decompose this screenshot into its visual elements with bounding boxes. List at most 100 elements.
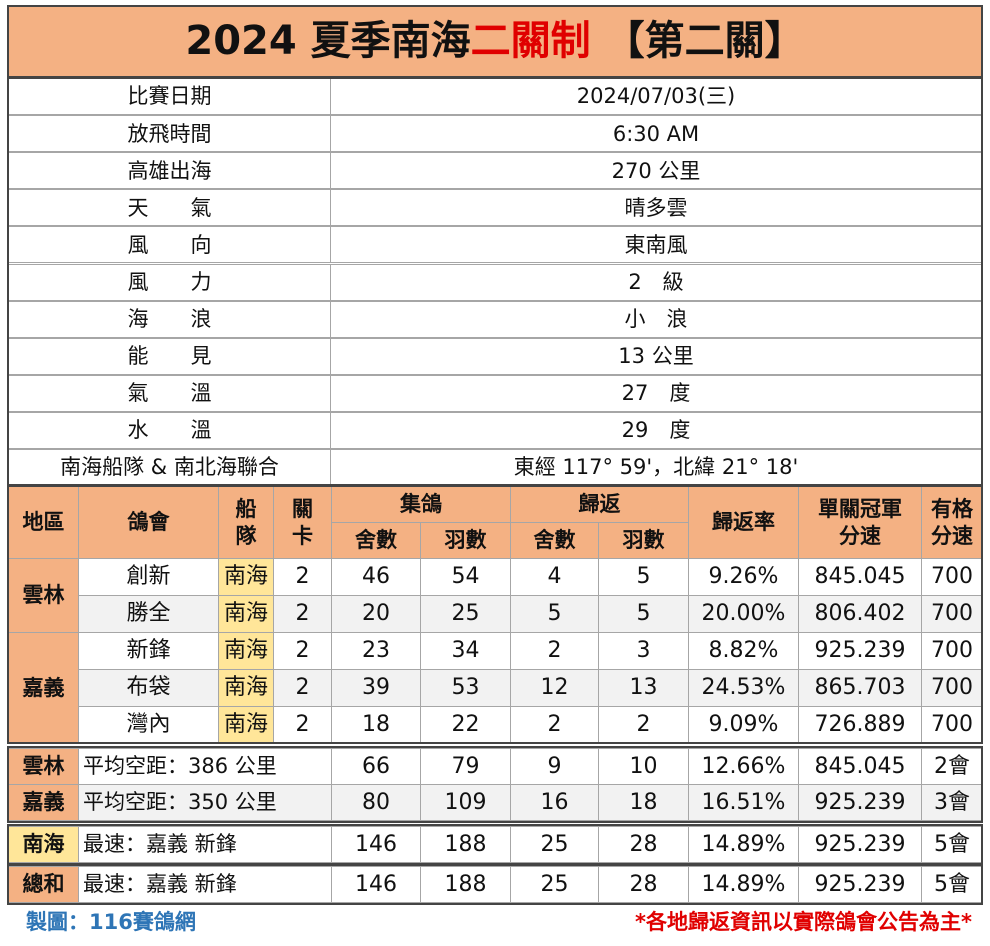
data-cell: 2	[273, 669, 332, 707]
summary-cell: 28	[598, 826, 689, 863]
region-cell: 嘉義	[8, 632, 79, 744]
summary-cell: 925.239	[798, 866, 922, 903]
summary-cell: 925.239	[798, 826, 922, 863]
data-cell: 9.26%	[688, 558, 799, 596]
summary-cell: 146	[331, 866, 421, 903]
summary-cell: 845.045	[798, 748, 922, 785]
info-label: 比賽日期	[8, 78, 331, 116]
info-value: 29 度	[330, 411, 982, 449]
info-value: 2024/07/03(三)	[330, 78, 982, 116]
summary-cell: 2會	[921, 748, 983, 785]
summary-cell: 16.51%	[688, 784, 799, 821]
data-cell: 925.239	[798, 632, 922, 670]
data-cell: 20.00%	[688, 595, 799, 633]
summary-cell: 109	[420, 784, 511, 821]
summary-cell: 188	[420, 826, 511, 863]
data-cell: 南海	[218, 558, 274, 596]
data-cell: 700	[921, 558, 983, 596]
data-cell: 9.09%	[688, 706, 799, 744]
title-stage: 【第二關】	[604, 18, 805, 64]
data-cell: 3	[598, 632, 689, 670]
header: 鴿會	[78, 486, 219, 559]
summary-cell: 14.89%	[688, 826, 799, 863]
data-cell: 726.889	[798, 706, 922, 744]
header: 集鴿	[331, 486, 511, 523]
header: 舍數	[510, 522, 599, 559]
summary-cell: 79	[420, 748, 511, 785]
data-cell: 46	[331, 558, 421, 596]
info-label: 水 溫	[8, 411, 331, 449]
data-cell: 5	[598, 558, 689, 596]
data-cell: 新鋒	[78, 632, 219, 670]
summary-note: 平均空距：386 公里	[78, 748, 332, 785]
footer-credit: 製圖：116賽鴿網	[26, 910, 196, 934]
data-cell: 南海	[218, 595, 274, 633]
summary-cell: 925.239	[798, 784, 922, 821]
title-bar: 2024 夏季南海 二關制 【第二關】	[7, 5, 983, 77]
data-cell: 2	[273, 632, 332, 670]
summary-cell: 18	[598, 784, 689, 821]
summary-cell: 10	[598, 748, 689, 785]
info-label: 海 浪	[8, 300, 331, 338]
info-value: 2 級	[330, 263, 982, 301]
summary-cell: 3會	[921, 784, 983, 821]
data-cell: 39	[331, 669, 421, 707]
header: 歸返率	[688, 486, 799, 559]
summary-cell: 5會	[921, 826, 983, 863]
data-cell: 700	[921, 706, 983, 744]
info-label: 天 氣	[8, 189, 331, 227]
data-cell: 20	[331, 595, 421, 633]
data-cell: 布袋	[78, 669, 219, 707]
summary-label: 嘉義	[8, 784, 79, 821]
summary-cell: 28	[598, 866, 689, 903]
info-value: 6:30 AM	[330, 115, 982, 153]
header: 舍數	[331, 522, 421, 559]
info-label: 氣 溫	[8, 374, 331, 412]
data-cell: 2	[510, 706, 599, 744]
data-cell: 8.82%	[688, 632, 799, 670]
summary-cell: 9	[510, 748, 599, 785]
summary-cell: 146	[331, 826, 421, 863]
header: 船隊	[218, 486, 274, 559]
info-value: 270 公里	[330, 152, 982, 190]
info-label: 南海船隊 & 南北海聯合	[8, 449, 331, 487]
header: 有格分速	[921, 486, 983, 559]
info-value: 東經 117° 59'，北緯 21° 18'	[330, 449, 982, 487]
data-cell: 865.703	[798, 669, 922, 707]
info-value: 東南風	[330, 226, 982, 264]
data-cell: 2	[273, 558, 332, 596]
info-label: 高雄出海	[8, 152, 331, 190]
summary-cell: 188	[420, 866, 511, 903]
summary-cell: 5會	[921, 866, 983, 903]
summary-cell: 80	[331, 784, 421, 821]
region-cell: 雲林	[8, 558, 79, 633]
data-cell: 18	[331, 706, 421, 744]
data-cell: 南海	[218, 706, 274, 744]
data-cell: 2	[598, 706, 689, 744]
summary-cell: 25	[510, 826, 599, 863]
header: 地區	[8, 486, 79, 559]
data-cell: 845.045	[798, 558, 922, 596]
data-cell: 700	[921, 632, 983, 670]
data-cell: 24.53%	[688, 669, 799, 707]
info-label: 風 力	[8, 263, 331, 301]
data-cell: 南海	[218, 669, 274, 707]
header-text: 有格分速	[931, 497, 973, 548]
data-cell: 2	[510, 632, 599, 670]
header: 羽數	[420, 522, 511, 559]
data-cell: 54	[420, 558, 511, 596]
header: 關卡	[273, 486, 332, 559]
header: 單關冠軍分速	[798, 486, 922, 559]
data-cell: 53	[420, 669, 511, 707]
data-cell: 23	[331, 632, 421, 670]
info-value: 晴多雲	[330, 189, 982, 227]
summary-cell: 12.66%	[688, 748, 799, 785]
data-cell: 34	[420, 632, 511, 670]
title-lead: 2024 夏季南海	[185, 18, 471, 64]
info-value: 27 度	[330, 374, 982, 412]
data-cell: 勝全	[78, 595, 219, 633]
header-text: 船隊	[235, 497, 257, 548]
data-cell: 700	[921, 595, 983, 633]
header: 羽數	[598, 522, 689, 559]
